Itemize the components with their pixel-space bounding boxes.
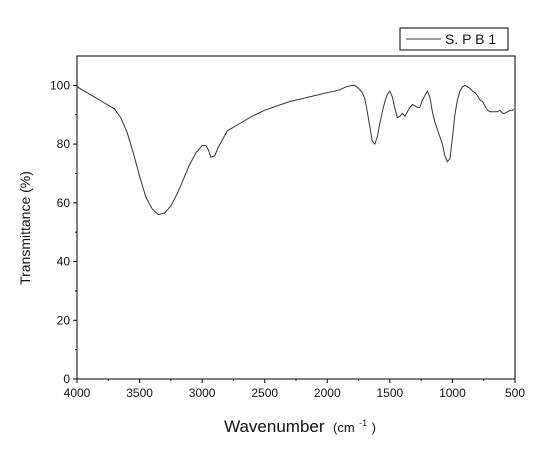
legend-box bbox=[399, 27, 509, 51]
x-tick-label: 3500 bbox=[126, 386, 153, 400]
x-axis-title-unit-exponent: -1 bbox=[359, 418, 367, 428]
x-tick-label: 3000 bbox=[189, 386, 216, 400]
y-tick-label: 100 bbox=[50, 78, 70, 92]
x-tick-label: 1500 bbox=[377, 386, 404, 400]
plot-area: 4000 3500 3000 2500 2000 1500 1000 500 0 20 40 60 8… bbox=[50, 55, 525, 400]
x-tick-label: 500 bbox=[505, 386, 525, 400]
series-line bbox=[76, 84, 515, 216]
y-tick-label: 20 bbox=[57, 313, 71, 327]
y-tick-label: 80 bbox=[57, 137, 71, 151]
y-tick-label: 60 bbox=[57, 196, 71, 210]
x-tick-label: 4000 bbox=[64, 386, 91, 400]
x-axis-title-main: Wavenumber bbox=[224, 417, 325, 436]
y-axis-title: Transmittance (%) bbox=[17, 171, 33, 285]
y-tick-label: 0 bbox=[63, 372, 70, 386]
svg-text:Wavenumber (cm -1: Wavenumber (cm -1 ) bbox=[224, 413, 376, 436]
x-tick-label: 2000 bbox=[314, 386, 341, 400]
x-tick-label: 2500 bbox=[251, 386, 278, 400]
x-axis-ticks: 4000 3500 3000 2500 2000 1500 1000 500 bbox=[64, 379, 525, 400]
y-tick-label: 40 bbox=[57, 255, 71, 269]
y-axis-ticks: 0 20 40 60 80 100 bbox=[50, 78, 77, 386]
x-axis-title: Wavenumber (cm -1 ) bbox=[224, 413, 376, 436]
legend-label: S. P B 1 bbox=[445, 31, 496, 47]
x-tick-label: 1000 bbox=[439, 386, 466, 400]
plot-frame bbox=[76, 55, 516, 380]
legend: S. P B 1 bbox=[399, 27, 509, 51]
x-axis-title-unit: (cm bbox=[333, 420, 355, 435]
x-axis-title-unit-close: ) bbox=[372, 420, 376, 435]
